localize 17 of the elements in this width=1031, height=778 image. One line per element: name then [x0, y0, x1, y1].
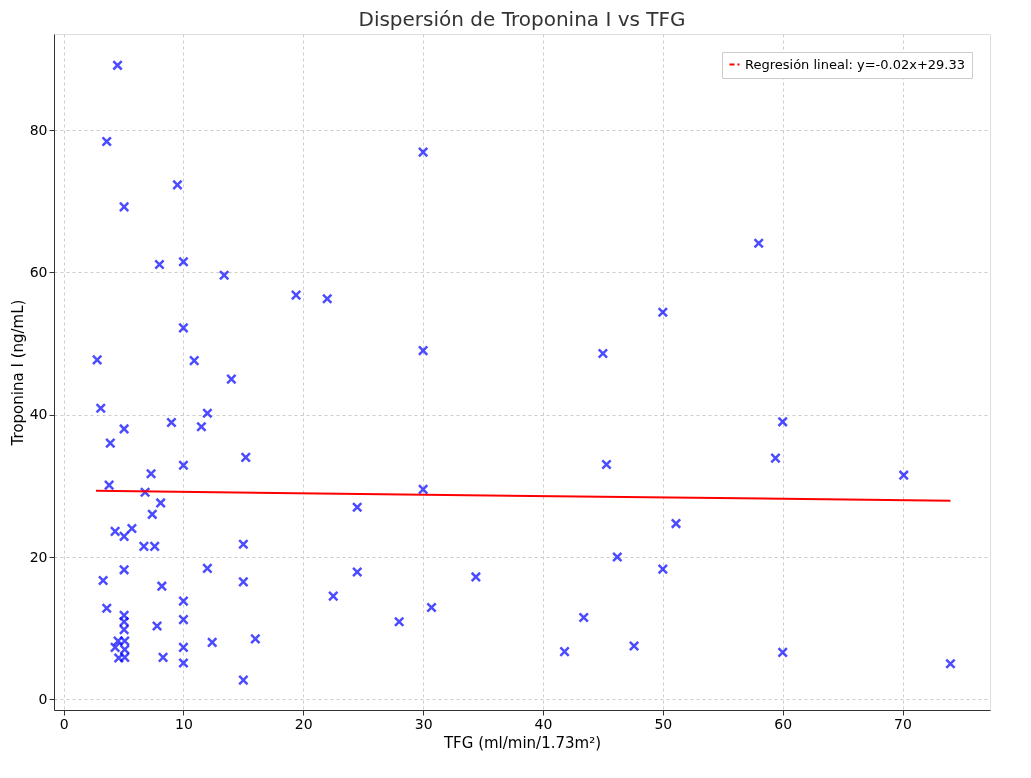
x-tick-label: 40: [534, 715, 553, 732]
y-tick-label: 20: [29, 548, 48, 565]
x-tick-label: 20: [294, 715, 313, 732]
x-tick-label: 10: [175, 715, 193, 732]
x-tick-label: 30: [414, 715, 433, 732]
y-tick-label: 40: [29, 406, 48, 423]
x-tick-label: 0: [59, 715, 69, 732]
y-axis-title: Troponina I (ng/mL): [8, 299, 27, 447]
x-tick-label: 60: [774, 715, 793, 732]
x-tick-label: 70: [894, 715, 912, 732]
legend-label: Regresión lineal: y=-0.02x+29.33: [745, 56, 966, 72]
x-axis-title: TFG (ml/min/1.73m²): [442, 733, 602, 752]
y-tick-label: 80: [29, 121, 48, 138]
chart-title: Dispersión de Troponina I vs TFG: [358, 7, 686, 31]
y-tick-label: 60: [29, 263, 48, 280]
y-tick-label: 0: [38, 690, 48, 707]
x-tick-label: 50: [654, 715, 673, 732]
